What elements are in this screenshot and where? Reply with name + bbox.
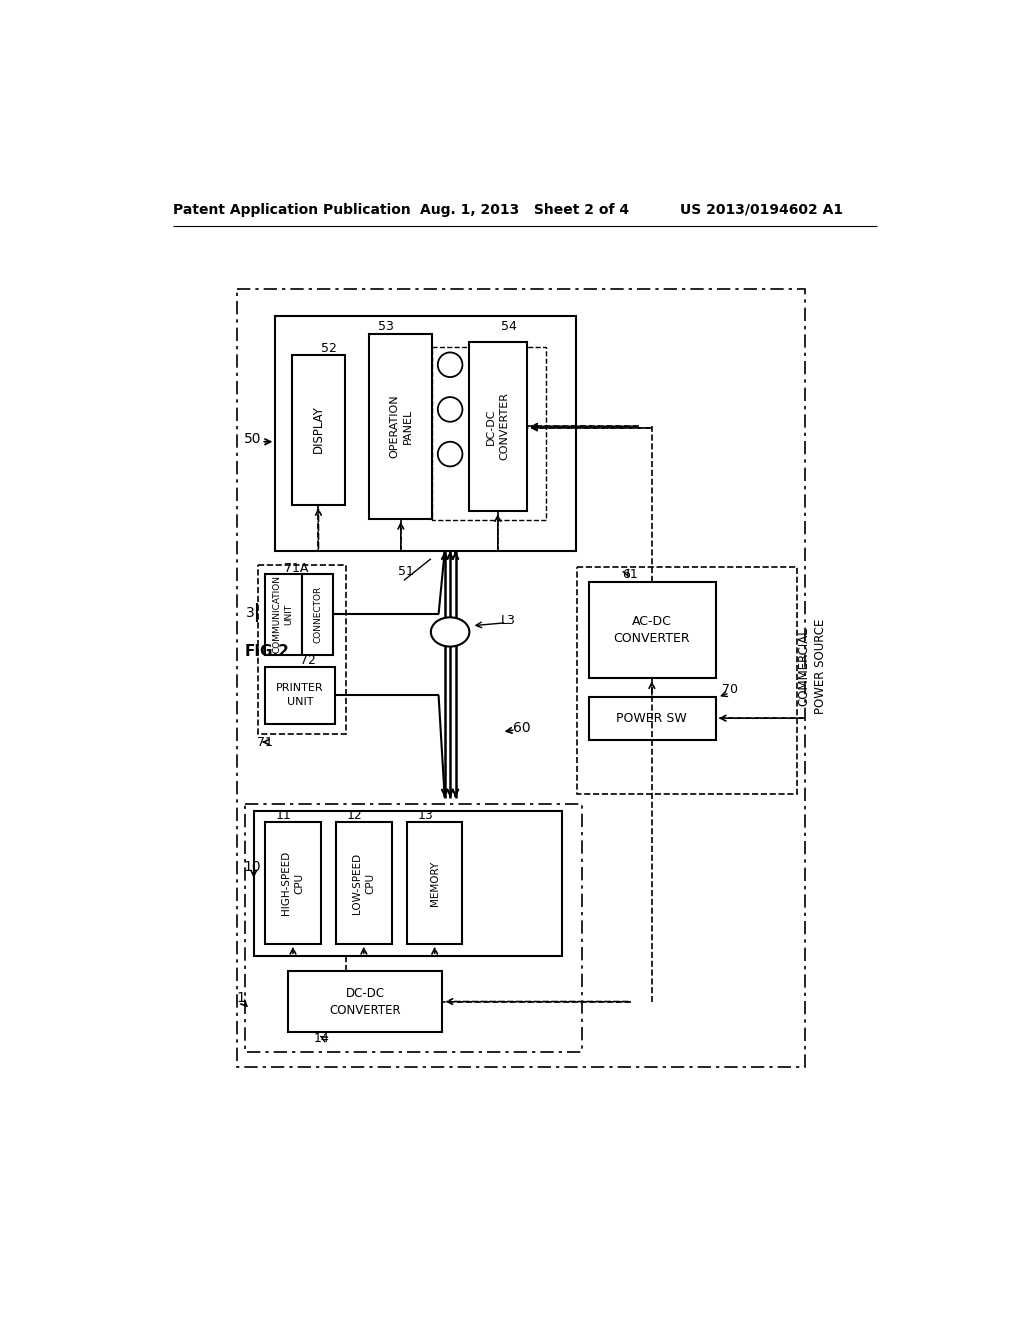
Text: Patent Application Publication: Patent Application Publication	[173, 203, 411, 216]
Text: 12: 12	[347, 809, 362, 822]
Text: POWER SW: POWER SW	[616, 711, 687, 725]
Bar	[237, 289, 805, 1067]
Text: 60: 60	[513, 721, 530, 735]
Text: 54: 54	[502, 319, 517, 333]
Bar	[265, 574, 302, 655]
Text: Aug. 1, 2013   Sheet 2 of 4: Aug. 1, 2013 Sheet 2 of 4	[420, 203, 630, 216]
Bar	[265, 822, 321, 944]
Text: MEMORY: MEMORY	[430, 861, 439, 906]
Text: 53: 53	[378, 319, 394, 333]
Text: 70: 70	[722, 684, 737, 696]
Bar	[289, 970, 442, 1032]
Text: LOW-SPEED
CPU: LOW-SPEED CPU	[352, 853, 376, 913]
Text: COMMUNICATION
UNIT: COMMUNICATION UNIT	[272, 576, 294, 653]
Text: L3: L3	[501, 614, 515, 627]
Text: DISPLAY: DISPLAY	[312, 405, 325, 453]
Text: 14: 14	[313, 1032, 330, 1045]
Bar	[275, 317, 575, 552]
Bar	[302, 574, 333, 655]
Text: 11: 11	[275, 809, 292, 822]
Circle shape	[438, 352, 463, 378]
Bar	[469, 342, 527, 511]
Text: 1: 1	[237, 991, 245, 1005]
Text: 3: 3	[246, 606, 254, 619]
Text: 50: 50	[244, 433, 261, 446]
Bar	[578, 566, 797, 793]
Text: DC-DC
CONVERTER: DC-DC CONVERTER	[330, 986, 401, 1016]
Text: 10: 10	[244, 859, 261, 874]
Text: US 2013/0194602 A1: US 2013/0194602 A1	[680, 203, 844, 216]
Text: K6: K6	[443, 360, 457, 370]
Bar	[589, 697, 716, 739]
Bar	[336, 822, 391, 944]
Bar	[589, 582, 716, 678]
Text: AC-DC
CONVERTER: AC-DC CONVERTER	[613, 615, 690, 644]
Text: K4: K4	[443, 449, 457, 459]
Text: DC-DC
CONVERTER: DC-DC CONVERTER	[486, 392, 510, 461]
Bar	[370, 334, 432, 519]
Text: FIG.2: FIG.2	[245, 644, 290, 659]
Text: 71: 71	[257, 735, 273, 748]
Text: PRINTER
UNIT: PRINTER UNIT	[276, 684, 324, 706]
Text: 52: 52	[322, 342, 337, 355]
Text: HIGH-SPEED
CPU: HIGH-SPEED CPU	[282, 851, 304, 915]
Text: OPERATION
PANEL: OPERATION PANEL	[389, 395, 413, 458]
Ellipse shape	[431, 618, 469, 647]
Circle shape	[438, 442, 463, 466]
Bar	[407, 822, 463, 944]
Text: K5: K5	[443, 404, 457, 414]
Text: 72: 72	[300, 653, 315, 667]
Bar	[254, 812, 562, 956]
Bar	[258, 565, 346, 734]
Text: 51: 51	[398, 565, 414, 578]
Text: 61: 61	[622, 568, 637, 581]
Text: 71A: 71A	[284, 561, 308, 574]
Text: COMMERCIAL
POWER SOURCE: COMMERCIAL POWER SOURCE	[797, 619, 827, 714]
Text: 13: 13	[418, 809, 433, 822]
Bar	[245, 804, 582, 1052]
Bar	[292, 355, 345, 504]
Bar	[265, 667, 335, 725]
Circle shape	[438, 397, 463, 422]
Text: CONNECTOR: CONNECTOR	[313, 586, 323, 643]
Bar	[432, 347, 547, 520]
